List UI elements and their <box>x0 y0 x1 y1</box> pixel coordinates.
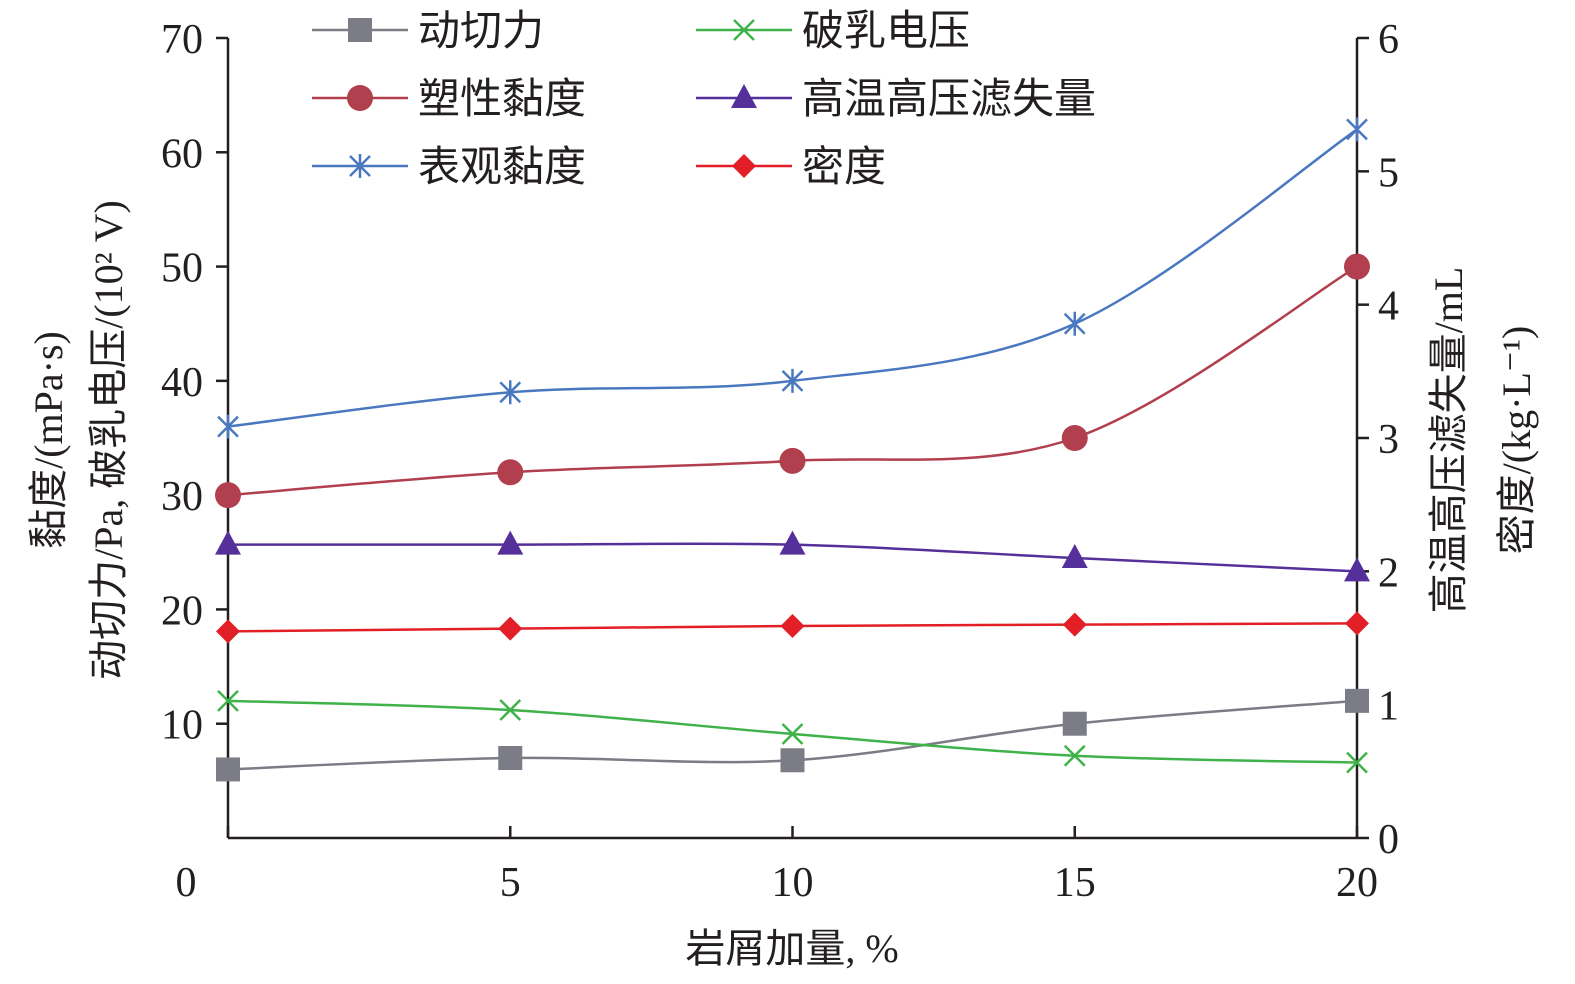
series-4 <box>217 117 1368 439</box>
legend-label: 高温高压滤失量 <box>802 77 1096 123</box>
legend-label: 动切力 <box>418 9 544 55</box>
legend-marker <box>348 18 372 42</box>
data-point-marker <box>497 459 524 486</box>
data-point-marker <box>1063 311 1086 336</box>
y-right-tick-label: 1 <box>1378 684 1399 730</box>
data-point-marker <box>215 482 241 509</box>
y-right-title-2: 密度/(kg·L⁻¹) <box>1494 326 1539 555</box>
data-point-marker <box>1063 744 1086 767</box>
legend-item: 塑性黏度 <box>312 77 586 123</box>
data-point-marker <box>1345 611 1369 636</box>
data-point-marker <box>498 746 523 770</box>
y-right-tick-label: 3 <box>1378 417 1399 463</box>
y-left-tick-label: 40 <box>161 360 203 406</box>
y-right-tick-label: 0 <box>1378 817 1399 863</box>
data-point-marker <box>498 616 523 641</box>
x-tick-label: 15 <box>1054 860 1096 906</box>
legend-item: 破乳电压 <box>696 9 970 55</box>
x-tick-label: 20 <box>1336 860 1378 906</box>
x-tick-label: 0 <box>176 860 197 906</box>
data-point-marker <box>1061 425 1088 451</box>
x-axis-title: 岩屑加量, % <box>685 926 898 971</box>
y-left-title-2: 动切力/Pa, 破乳电压/(10² V) <box>86 200 131 680</box>
x-tick-label: 10 <box>772 860 814 906</box>
data-point-marker <box>499 699 522 721</box>
series-2 <box>215 253 1370 509</box>
data-point-marker <box>780 748 805 773</box>
data-point-marker <box>1344 253 1370 280</box>
legend-marker <box>349 154 371 178</box>
x-tick-label: 5 <box>500 860 521 906</box>
series-group <box>215 117 1370 782</box>
data-point-marker <box>216 757 240 782</box>
legend-label: 密度 <box>802 144 886 191</box>
data-point-marker <box>780 614 805 638</box>
data-point-marker <box>1346 751 1368 774</box>
legend-marker <box>347 85 373 111</box>
series-5 <box>216 611 1369 644</box>
legend-label: 塑性黏度 <box>418 77 586 123</box>
legend-item: 高温高压滤失量 <box>696 77 1096 123</box>
series-3 <box>215 530 1370 582</box>
series-1 <box>217 689 1368 774</box>
legend-item: 动切力 <box>312 9 544 55</box>
data-point-marker <box>216 619 240 644</box>
data-point-marker <box>1062 711 1087 736</box>
series-line <box>227 128 1358 428</box>
data-point-marker <box>497 530 524 555</box>
data-point-marker <box>779 530 806 555</box>
y-right-title-1: 高温高压滤失量/mL <box>1426 267 1471 614</box>
data-point-marker <box>217 689 239 712</box>
data-point-marker <box>217 414 239 439</box>
y-left-tick-label: 60 <box>161 131 203 177</box>
y-right-tick-label: 2 <box>1378 550 1399 596</box>
y-left-title-1: 黏度/(mPa·s) <box>26 331 71 549</box>
data-point-marker <box>1344 557 1370 582</box>
y-right-tick-label: 6 <box>1378 17 1399 63</box>
y-right-tick-label: 4 <box>1378 284 1399 330</box>
legend-marker <box>732 154 756 178</box>
y-left-tick-label: 10 <box>161 703 203 749</box>
series-0 <box>216 688 1369 782</box>
data-point-marker <box>1345 688 1369 713</box>
y-left-tick-label: 50 <box>161 246 203 292</box>
legend-label: 破乳电压 <box>802 9 970 55</box>
y-left-tick-label: 20 <box>161 588 203 634</box>
data-point-marker <box>1061 544 1088 568</box>
legend-marker <box>733 19 755 41</box>
axes: 0 5 10 15 20 10 20 30 40 50 60 70 0 1 2 3 4 5 6 <box>161 17 1399 906</box>
data-point-marker <box>1062 612 1087 637</box>
data-point-marker <box>215 530 241 555</box>
y-right-tick-label: 5 <box>1378 150 1399 196</box>
legend-item: 表观黏度 <box>312 145 586 191</box>
y-left-tick-label: 30 <box>161 474 203 520</box>
data-point-marker <box>1346 117 1368 142</box>
y-left-tick-label: 70 <box>161 17 203 63</box>
data-point-marker <box>781 368 804 393</box>
legend-item: 密度 <box>696 144 886 191</box>
legend-label: 表观黏度 <box>418 145 586 191</box>
legend-marker <box>731 84 757 108</box>
data-point-marker <box>781 723 804 745</box>
data-point-marker <box>499 380 522 405</box>
data-point-marker <box>779 447 806 474</box>
